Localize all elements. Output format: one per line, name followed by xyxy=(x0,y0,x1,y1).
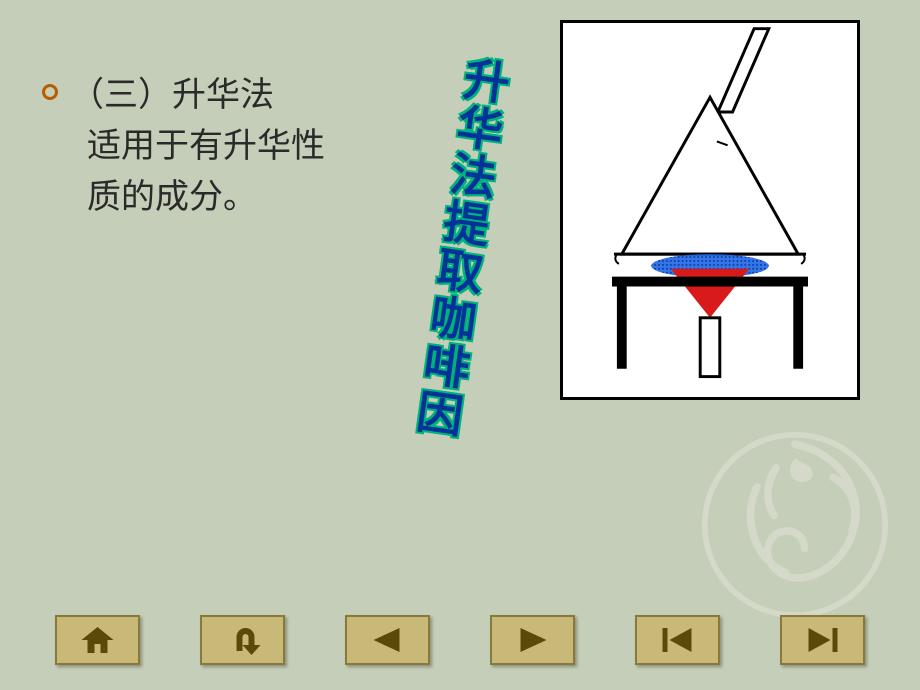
slide: { "body": { "heading": "（三）升华法", "line2"… xyxy=(0,0,920,690)
sample-cone-icon xyxy=(671,269,749,318)
first-button[interactable] xyxy=(635,615,720,665)
burner-icon xyxy=(700,318,720,377)
prev-button[interactable] xyxy=(345,615,430,665)
heading-line: （三）升华法 xyxy=(70,70,470,121)
return-button[interactable] xyxy=(200,615,285,665)
triangle-left-icon xyxy=(365,625,410,655)
funnel-cone-icon xyxy=(622,97,798,254)
home-icon xyxy=(75,625,120,655)
body-text: （三）升华法 适用于有升华性 质的成分。 xyxy=(70,70,470,223)
triangle-right-icon xyxy=(510,625,555,655)
nav-bar xyxy=(0,615,920,675)
first-icon xyxy=(655,625,700,655)
last-button[interactable] xyxy=(780,615,865,665)
body-line-2: 适用于有升华性 xyxy=(70,121,470,172)
bullet-marker xyxy=(42,84,58,100)
u-turn-icon xyxy=(220,625,265,655)
dragon-watermark-icon xyxy=(700,430,890,620)
apparatus-svg xyxy=(563,23,857,397)
last-icon xyxy=(800,625,845,655)
funnel-stem-icon xyxy=(718,29,769,112)
home-button[interactable] xyxy=(55,615,140,665)
next-button[interactable] xyxy=(490,615,575,665)
sublimation-diagram xyxy=(560,20,860,400)
body-line-3: 质的成分。 xyxy=(70,172,470,223)
